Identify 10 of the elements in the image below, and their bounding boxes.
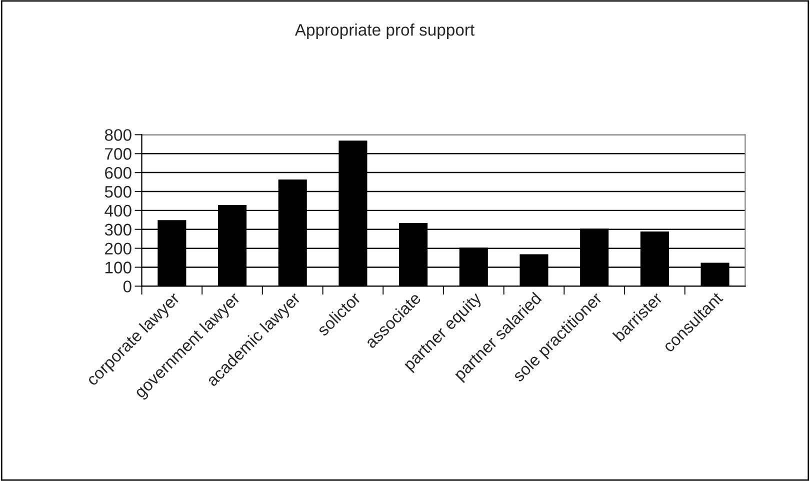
- y-tick-label: 600: [105, 166, 132, 179]
- y-tick-label: 400: [104, 204, 132, 217]
- y-tick-label: 300: [104, 224, 132, 236]
- y-tick-label: 700: [105, 148, 132, 160]
- y-tick-label: 0: [123, 280, 132, 292]
- y-tick-label: 200: [105, 242, 132, 255]
- chart-title: Appropriate prof support: [294, 23, 475, 40]
- y-tick-label: 800: [104, 129, 132, 141]
- y-tick-label: 100: [105, 262, 132, 274]
- y-tick-label: 500: [104, 186, 132, 198]
